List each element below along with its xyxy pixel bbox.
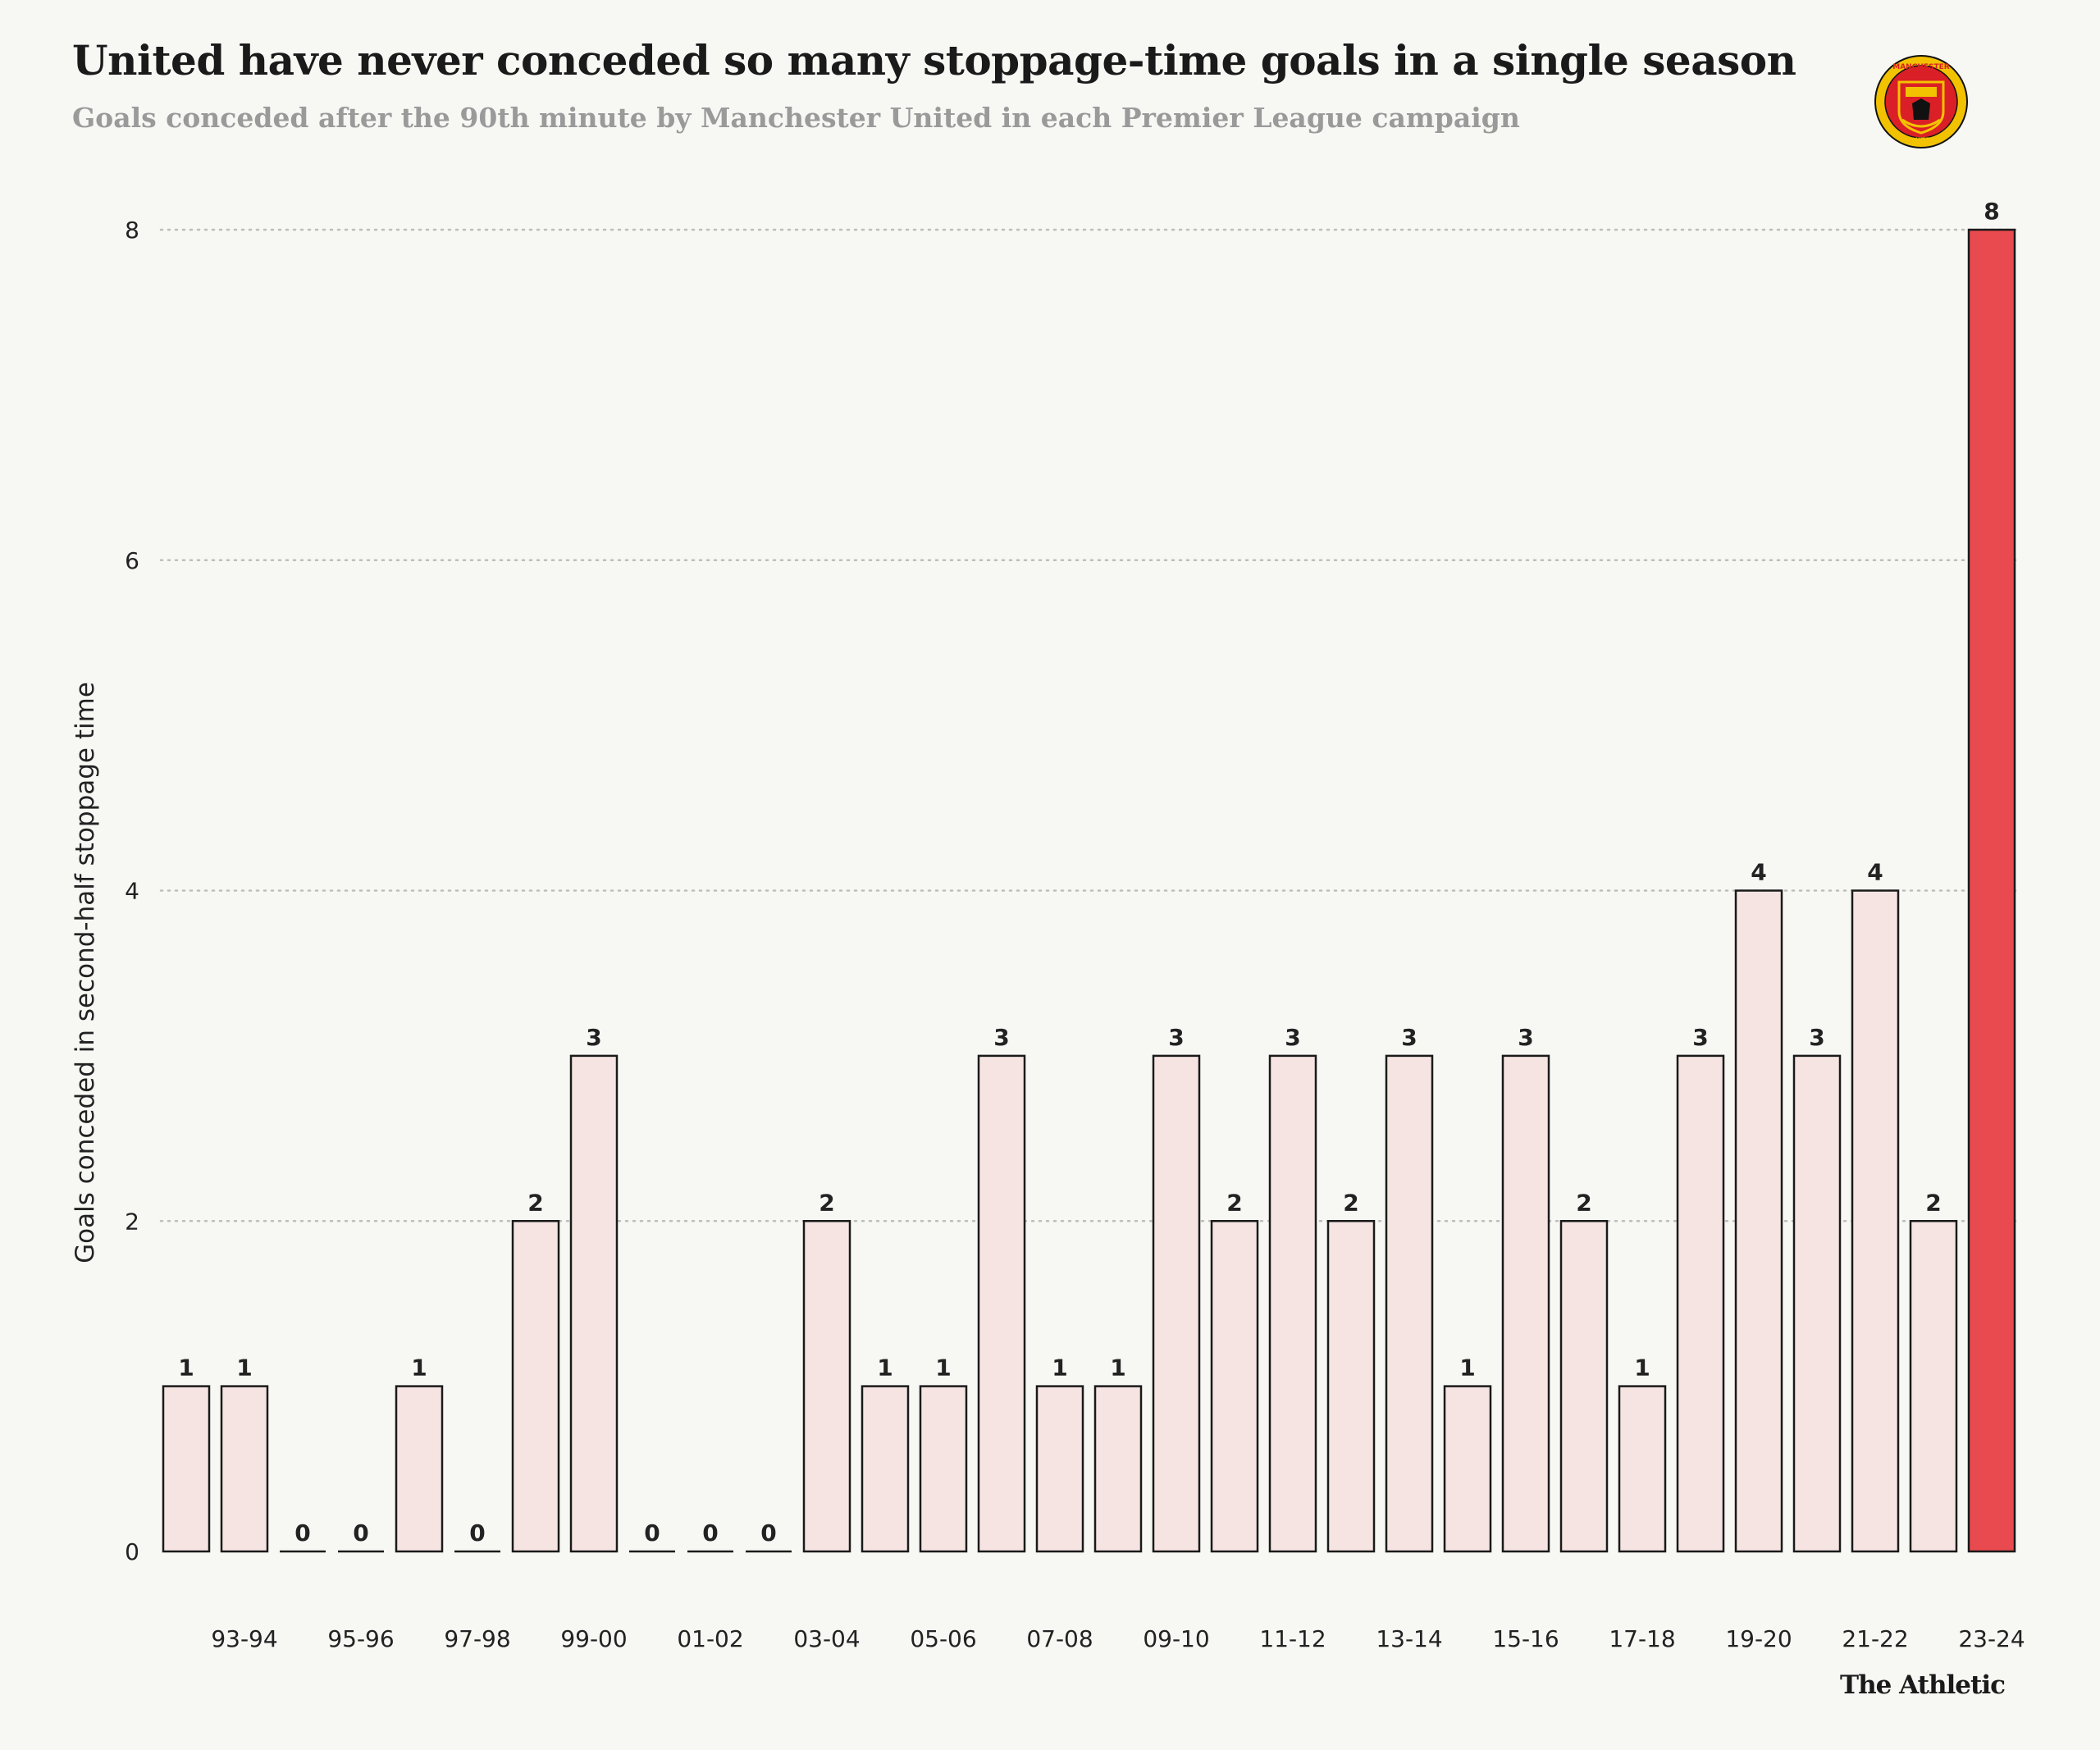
value-label: 1 — [935, 1355, 951, 1382]
y-tick-label: 8 — [125, 217, 139, 244]
value-label: 3 — [1692, 1024, 1708, 1051]
y-tick-label: 0 — [125, 1538, 139, 1565]
bar — [919, 1385, 968, 1553]
bar — [1035, 1385, 1084, 1553]
value-labels: 1 1 0 0 1 0 2 3 0 0 0 2 1 1 3 1 1 3 2 3 2 3 1 3 2 1 3 4 3 4 2 8 — [178, 198, 1999, 1547]
bar — [569, 1054, 619, 1553]
y-tick-label: 4 — [125, 878, 139, 905]
x-tick-label: 15-16 — [1492, 1625, 1559, 1652]
bar — [1501, 1054, 1550, 1553]
bar — [1851, 889, 1900, 1553]
x-tick-label: 05-06 — [910, 1625, 976, 1652]
y-axis-label: Goals conceded in second-half stoppage t… — [71, 682, 100, 1263]
value-label: 3 — [1285, 1024, 1300, 1051]
chart-subtitle: Goals conceded after the 90th minute by … — [72, 102, 1520, 134]
x-tick-label: 99-00 — [560, 1625, 627, 1652]
value-label: 1 — [1052, 1355, 1067, 1382]
value-label: 2 — [527, 1189, 543, 1216]
bar — [1093, 1385, 1143, 1553]
value-label: 0 — [469, 1519, 485, 1547]
bar — [1443, 1385, 1492, 1553]
value-label: 2 — [819, 1189, 834, 1216]
bar — [220, 1385, 269, 1553]
value-label: 1 — [877, 1355, 892, 1382]
x-tick-label: 03-04 — [793, 1625, 860, 1652]
value-label: 0 — [353, 1519, 368, 1547]
value-label: 1 — [1459, 1355, 1475, 1382]
bar — [395, 1385, 444, 1553]
bar — [861, 1385, 910, 1553]
x-tick-label: 07-08 — [1026, 1625, 1093, 1652]
bar — [162, 1385, 211, 1553]
the-athletic-logo: The Athletic — [1840, 1670, 2006, 1700]
bar-highlight — [1967, 228, 2016, 1553]
value-label: 3 — [1168, 1024, 1184, 1051]
bar — [1152, 1054, 1201, 1553]
chart-title: United have never conceded so many stopp… — [72, 36, 1796, 85]
value-label: 0 — [760, 1519, 776, 1547]
x-tick-label: 11-12 — [1259, 1625, 1326, 1652]
axes: 0 2 4 6 8 93-94 95-96 97-98 99-00 01-02 03-04 05-06… — [125, 217, 2025, 1652]
bar — [511, 1220, 560, 1553]
bar — [1734, 889, 1783, 1553]
value-label: 2 — [1576, 1189, 1591, 1216]
bar — [1792, 1054, 1842, 1553]
x-tick-label: 95-96 — [327, 1625, 394, 1652]
x-tick-label: 21-22 — [1842, 1625, 1908, 1652]
x-tick-label: 97-98 — [444, 1625, 510, 1652]
value-label: 3 — [1401, 1024, 1417, 1051]
value-label: 0 — [294, 1519, 310, 1547]
crest-bottom-text: UNITED — [1906, 137, 1937, 145]
y-tick-label: 6 — [125, 547, 139, 574]
bar — [1385, 1054, 1434, 1553]
value-label: 0 — [702, 1519, 718, 1547]
bar — [1326, 1220, 1376, 1553]
x-tick-label: 93-94 — [211, 1625, 277, 1652]
bar — [1559, 1220, 1609, 1553]
y-tick-label: 2 — [125, 1208, 139, 1235]
value-label: 2 — [1226, 1189, 1242, 1216]
value-label: 1 — [1634, 1355, 1650, 1382]
x-tick-label: 19-20 — [1725, 1625, 1792, 1652]
value-label: 2 — [1343, 1189, 1358, 1216]
value-label: 0 — [644, 1519, 660, 1547]
bar — [1676, 1054, 1725, 1553]
value-label: 3 — [1809, 1024, 1824, 1051]
value-label: 3 — [1518, 1024, 1533, 1051]
value-label: 4 — [1751, 859, 1766, 886]
x-tick-label: 13-14 — [1376, 1625, 1442, 1652]
value-label: 1 — [411, 1355, 427, 1382]
value-label: 1 — [178, 1355, 194, 1382]
bar — [802, 1220, 851, 1553]
bar — [1909, 1220, 1958, 1553]
x-tick-label: 01-02 — [677, 1625, 743, 1652]
value-label: 4 — [1867, 859, 1883, 886]
value-label: 2 — [1925, 1189, 1941, 1216]
bar — [1210, 1220, 1259, 1553]
value-label: 8 — [1984, 198, 1999, 225]
bars — [162, 228, 2016, 1553]
grid-lines — [159, 228, 2020, 1222]
bar — [977, 1054, 1026, 1553]
bar — [1618, 1385, 1667, 1553]
value-label: 1 — [236, 1355, 252, 1382]
value-label: 3 — [586, 1024, 601, 1051]
value-label: 3 — [993, 1024, 1009, 1051]
bar — [1268, 1054, 1317, 1553]
crest-top-text: MANCHESTER — [1892, 63, 1950, 71]
x-tick-label: 09-10 — [1143, 1625, 1209, 1652]
value-label: 1 — [1110, 1355, 1125, 1382]
x-tick-label: 23-24 — [1958, 1625, 2025, 1652]
manchester-united-crest-icon: MANCHESTER UNITED — [1874, 55, 1968, 148]
x-tick-label: 17-18 — [1609, 1625, 1675, 1652]
